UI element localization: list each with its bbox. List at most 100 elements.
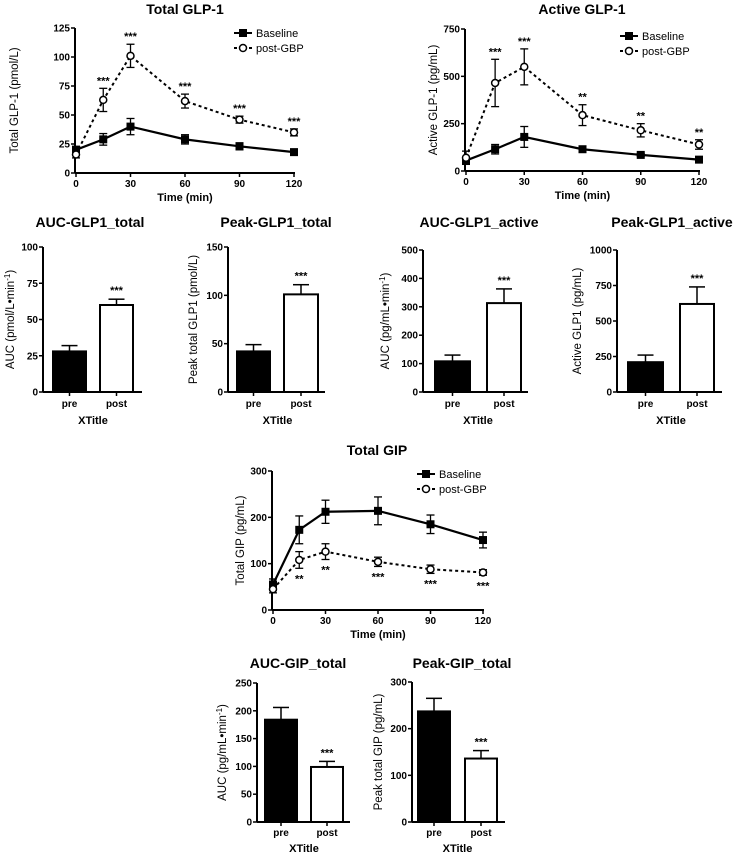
series-line-post-gbp: [272, 550, 484, 590]
data-point: [636, 126, 645, 135]
chart-title: Active GLP-1: [538, 1, 625, 17]
data-point: [235, 142, 244, 151]
y-axis-label: AUC (pmol/L•min-1): [3, 270, 17, 370]
significance-label: ***: [372, 571, 386, 583]
x-tick-label: 90: [425, 616, 437, 627]
data-point: [520, 62, 529, 72]
data-point: [126, 51, 135, 61]
significance-label: ***: [498, 275, 512, 287]
bar-post: [283, 293, 319, 393]
significance-label: **: [578, 92, 587, 104]
significance-label: ***: [477, 580, 491, 592]
x-tick-label: 30: [125, 179, 137, 190]
series-line-post-gbp: [465, 65, 700, 159]
y-axis-label: AUC (pg/mL•min-1): [378, 272, 392, 369]
y-tick-label: 200: [235, 706, 252, 717]
y-tick-label: 50: [59, 111, 71, 122]
data-point: [99, 135, 108, 144]
chart-auc-glp1-total: AUC-GLP1_total 0 25 50 75 100 AUC (pmol/L•min-…: [3, 214, 144, 427]
data-point: [578, 145, 587, 154]
data-point: [520, 132, 529, 141]
significance-label: ***: [691, 273, 705, 285]
data-point: [126, 122, 135, 131]
x-tick-label: 120: [691, 177, 708, 188]
data-point: [321, 547, 330, 556]
y-axis-label-end: ): [217, 704, 229, 708]
y-tick-label: 150: [235, 734, 252, 745]
x-tick-label: pre: [62, 399, 78, 410]
y-axis-label: AUC (pg/mL•min-1): [215, 704, 229, 801]
chart-peak-glp1-total: Peak-GLP1_total 0 50 100 150 Peak total GLP1 …: [188, 214, 332, 427]
y-tick-label: 500: [401, 246, 418, 257]
y-axis-label-text: Active GLP1 (pg/mL): [572, 267, 584, 374]
significance-label: ***: [518, 36, 532, 48]
data-point: [694, 140, 704, 149]
data-point: [426, 520, 435, 529]
bar-pre: [236, 350, 271, 393]
y-axis-label-text: AUC (pg/mL•min: [217, 715, 229, 801]
chart-title: Peak-GIP_total: [413, 655, 512, 671]
chart-total-gip: Total GIP 0 100 200 300 0 30 60 90 120 Time (min) T…: [235, 442, 492, 641]
y-tick-label: 300: [390, 678, 407, 689]
x-tick-label: 30: [320, 616, 332, 627]
x-tick-label: pre: [246, 399, 262, 410]
y-tick-label: 500: [595, 317, 612, 328]
bar-pre: [52, 350, 87, 393]
data-point: [99, 95, 108, 105]
significance-label: ***: [288, 116, 302, 128]
data-point: [295, 525, 304, 534]
data-point: [695, 155, 703, 164]
data-point: [72, 145, 80, 154]
y-tick-label: 250: [443, 119, 460, 130]
x-tick-label: 90: [635, 177, 647, 188]
y-tick-label: 750: [443, 25, 460, 36]
x-tick-label: pre: [445, 399, 461, 410]
data-point: [478, 568, 488, 577]
y-tick-label: 150: [206, 243, 223, 254]
chart-auc-gip-total: AUC-GIP_total 0 50 100 150 200 250 AUC (pg/mL•m…: [215, 655, 350, 854]
x-axis-label: XTitle: [78, 415, 108, 427]
y-axis-label-end: ): [380, 272, 392, 276]
legend-label: Baseline: [439, 469, 481, 481]
bar-pre: [264, 718, 298, 823]
x-axis-label: Time (min): [157, 192, 213, 204]
y-tick-label: 250: [595, 352, 612, 363]
data-point: [71, 150, 81, 159]
y-tick-label: 1000: [590, 246, 613, 257]
y-tick-label: 250: [235, 679, 252, 690]
x-tick-label: pre: [426, 828, 442, 839]
legend-label: post-GBP: [642, 46, 690, 58]
x-tick-label: 60: [179, 179, 191, 190]
series-line-baseline: [465, 135, 700, 162]
y-tick-label: 75: [27, 279, 39, 290]
chart-title: Total GLP-1: [146, 1, 224, 17]
y-axis-label-text: Total GLP-1 (pmol/L): [9, 47, 21, 153]
series-line-baseline: [75, 125, 295, 154]
y-tick-label: 125: [53, 24, 70, 35]
significance-label: ***: [110, 285, 124, 297]
y-tick-label: 25: [59, 140, 71, 151]
x-axis-label: Time (min): [555, 190, 611, 202]
x-tick-label: 90: [234, 179, 246, 190]
y-tick-label: 300: [401, 302, 418, 313]
bar-pre: [627, 361, 664, 393]
y-tick-label: 50: [241, 790, 253, 801]
x-tick-label: pre: [273, 828, 289, 839]
significance-label: ***: [321, 747, 335, 759]
significance-label: ***: [475, 737, 489, 749]
chart-title: AUC-GIP_total: [250, 655, 346, 671]
significance-label: **: [295, 573, 304, 585]
x-tick-label: 120: [475, 616, 492, 627]
chart-title: AUC-GLP1_active: [419, 214, 538, 230]
legend-label: Baseline: [256, 28, 298, 40]
x-tick-label: 0: [73, 179, 79, 190]
chart-title: Peak-GLP1_total: [220, 214, 331, 230]
y-tick-label: 200: [390, 724, 407, 735]
data-point: [321, 507, 330, 516]
x-tick-label: post: [686, 399, 708, 410]
chart-title: Total GIP: [347, 442, 407, 458]
legend-marker: [422, 470, 430, 478]
legend-label: post-GBP: [439, 484, 487, 496]
data-point: [289, 128, 299, 137]
